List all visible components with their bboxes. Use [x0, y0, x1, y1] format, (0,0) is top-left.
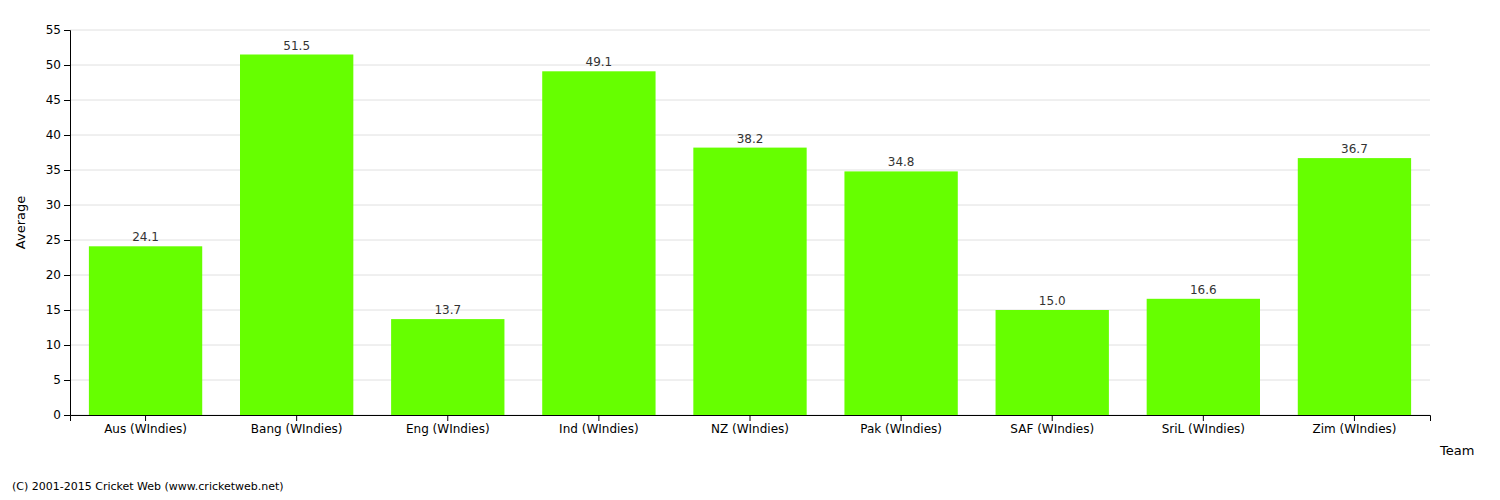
bar: [1147, 299, 1260, 415]
x-axis-line: [71, 416, 1431, 422]
data-label: 16.6: [1190, 283, 1217, 297]
data-label: 49.1: [586, 55, 613, 69]
data-label: 13.7: [434, 303, 461, 317]
y-tick-mark: [64, 30, 70, 31]
y-tick-mark: [64, 345, 70, 346]
x-tick-mark: [447, 415, 448, 421]
x-tick-label: Aus (WIndies): [104, 422, 187, 436]
y-tick-mark: [64, 170, 70, 171]
grid: [70, 30, 1430, 415]
x-tick-label: Zim (WIndies): [1312, 422, 1396, 436]
x-tick-label: SAF (WIndies): [1010, 422, 1094, 436]
x-tick: Eng (WIndies): [406, 415, 490, 436]
x-tick: SriL (WIndies): [1162, 415, 1245, 436]
y-tick-label: 55: [46, 23, 61, 37]
y-tick-mark: [64, 240, 70, 241]
x-tick-mark: [750, 415, 751, 421]
y-tick: 25: [46, 233, 70, 247]
data-label: 15.0: [1039, 294, 1066, 308]
bars: [89, 55, 1411, 416]
data-label: 24.1: [132, 230, 159, 244]
data-label: 36.7: [1341, 142, 1368, 156]
y-tick: 50: [46, 58, 70, 72]
y-tick: 15: [46, 303, 70, 317]
y-tick-label: 35: [46, 163, 61, 177]
x-tick-label: Pak (WIndies): [860, 422, 942, 436]
x-axis-label: Team: [1439, 443, 1474, 458]
y-tick-mark: [64, 135, 70, 136]
x-tick-mark: [296, 415, 297, 421]
y-axis-label: Average: [13, 196, 28, 249]
bar: [391, 319, 504, 415]
x-tick-mark: [598, 415, 599, 421]
x-tick-mark: [1354, 415, 1355, 421]
bar: [240, 55, 353, 416]
y-tick-label: 30: [46, 198, 61, 212]
x-tick: NZ (WIndies): [711, 415, 789, 436]
y-tick: 35: [46, 163, 70, 177]
y-tick-mark: [64, 100, 70, 101]
y-tick-label: 0: [53, 408, 61, 422]
bar: [542, 71, 655, 415]
y-tick: 5: [53, 373, 70, 387]
y-tick-mark: [64, 275, 70, 276]
data-label: 34.8: [888, 155, 915, 169]
footer: (C) 2001-2015 Cricket Web (www.cricketwe…: [12, 480, 284, 493]
data-label: 38.2: [737, 132, 764, 146]
bar: [89, 246, 202, 415]
x-tick-mark: [901, 415, 902, 421]
y-tick-label: 50: [46, 58, 61, 72]
chart-svg: 24.1 51.5 13.7 49.1 38.2 34.8 15.0 16.6 36.7 Aus …: [0, 0, 1500, 500]
y-tick-label: 40: [46, 128, 61, 142]
y-tick: 40: [46, 128, 70, 142]
x-tick-label: NZ (WIndies): [711, 422, 789, 436]
y-tick-label: 45: [46, 93, 61, 107]
y-tick-mark: [64, 65, 70, 66]
annotations: (C) 2001-2015 Cricket Web (www.cricketwe…: [12, 480, 284, 493]
x-tick: Bang (WIndies): [251, 415, 343, 436]
x-axis: Aus (WIndies) Bang (WIndies) Eng (WIndies)…: [71, 415, 1431, 436]
x-tick-mark: [145, 415, 146, 421]
x-tick: Aus (WIndies): [104, 415, 187, 436]
x-tick: Zim (WIndies): [1312, 415, 1396, 436]
x-tick-label: Bang (WIndies): [251, 422, 343, 436]
data-label: 51.5: [283, 39, 310, 53]
y-tick-label: 20: [46, 268, 61, 282]
data-labels: 24.1 51.5 13.7 49.1 38.2 34.8 15.0 16.6 36.7: [132, 39, 1368, 318]
y-tick: 30: [46, 198, 70, 212]
grid-line: [70, 30, 1430, 31]
bar: [996, 310, 1109, 415]
bar: [693, 148, 806, 415]
bar: [1298, 158, 1411, 415]
y-tick-mark: [64, 310, 70, 311]
x-tick: Ind (WIndies): [559, 415, 639, 436]
y-axis-line: [64, 31, 71, 416]
y-tick-label: 15: [46, 303, 61, 317]
y-tick-label: 25: [46, 233, 61, 247]
bar: [844, 171, 957, 415]
x-tick-label: Eng (WIndies): [406, 422, 490, 436]
x-tick: SAF (WIndies): [1010, 415, 1094, 436]
y-tick: 55: [46, 23, 70, 37]
x-tick-mark: [1203, 415, 1204, 421]
y-tick: 45: [46, 93, 70, 107]
y-tick: 0: [53, 408, 70, 422]
x-tick: Pak (WIndies): [860, 415, 942, 436]
x-tick-mark: [1052, 415, 1053, 421]
y-tick-mark: [64, 205, 70, 206]
y-tick: 20: [46, 268, 70, 282]
plot: 24.1 51.5 13.7 49.1 38.2 34.8 15.0 16.6 36.7 Aus …: [13, 23, 1474, 458]
y-axis: 0 5 10 15 20 25 30 35 40 45 50 55: [46, 23, 71, 422]
y-tick-mark: [64, 415, 70, 416]
y-tick-mark: [64, 380, 70, 381]
x-tick-label: Ind (WIndies): [559, 422, 639, 436]
y-tick-label: 10: [46, 338, 61, 352]
x-tick-label: SriL (WIndies): [1162, 422, 1245, 436]
y-tick-label: 5: [53, 373, 61, 387]
y-tick: 10: [46, 338, 70, 352]
